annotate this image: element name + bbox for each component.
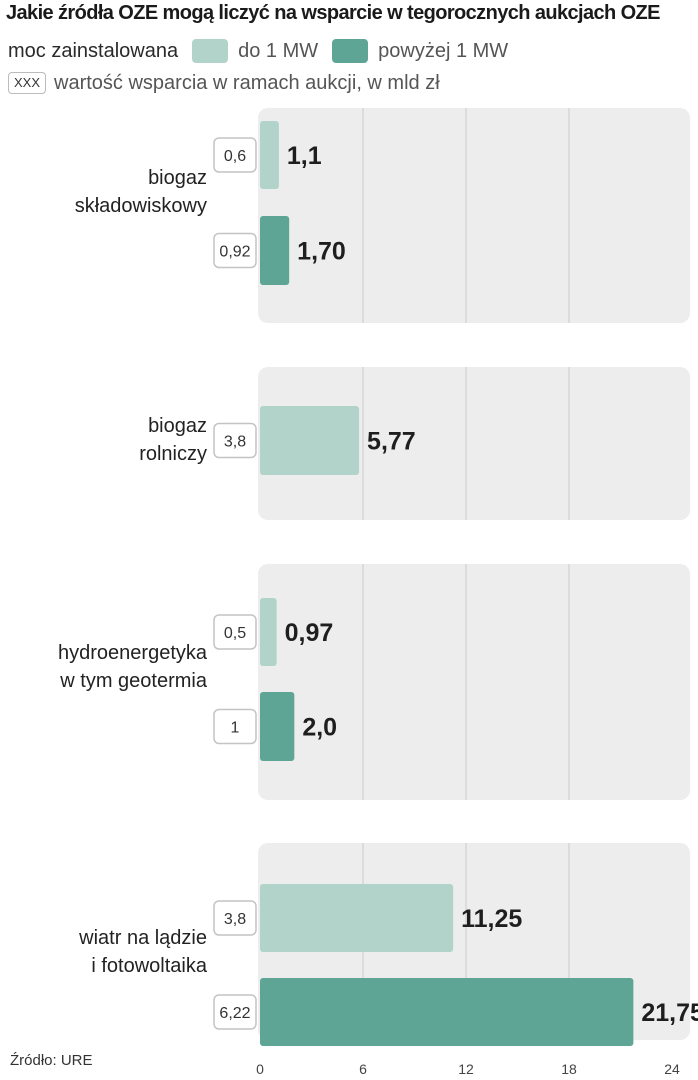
bar	[260, 121, 279, 189]
category-label: składowiskowy	[75, 195, 207, 217]
bar-value-label: 2,0	[302, 714, 337, 742]
support-value-label: 3,8	[224, 434, 246, 451]
support-value-label: 3,8	[224, 911, 246, 928]
category-panel-0	[258, 108, 690, 323]
legend-swatch-small	[192, 39, 229, 63]
bar	[260, 978, 634, 1046]
bar-value-label: 0,97	[285, 619, 334, 647]
support-box	[213, 614, 257, 650]
support-value-label: 0,6	[224, 148, 246, 165]
x-tick-label: 6	[359, 1061, 367, 1077]
support-value-label: 6,22	[219, 1005, 250, 1022]
support-box	[213, 994, 257, 1030]
bar	[260, 406, 360, 475]
bar	[260, 692, 295, 761]
support-box	[213, 232, 257, 269]
legend-swatch-large	[332, 39, 369, 63]
category-label: wiatr na lądzie	[78, 927, 207, 949]
x-tick-label: 18	[561, 1061, 577, 1077]
category-label: biogaz	[148, 167, 207, 189]
bar-value-label: 21,75	[641, 999, 698, 1027]
support-box	[213, 708, 257, 745]
legend-box-key: XXX wartość wsparcia w ramach aukcji, w …	[8, 70, 440, 96]
support-box	[213, 900, 257, 936]
box-key-label: wartość wsparcia w ramach aukcji, w mld …	[54, 71, 440, 94]
x-tick-label: 0	[256, 1061, 264, 1077]
category-label: hydroenergetyka	[58, 642, 208, 664]
category-label: w tym geotermia	[59, 670, 208, 692]
category-panel-2	[258, 564, 690, 800]
bar	[260, 598, 277, 666]
source-note: Źródło: URE	[10, 1052, 93, 1069]
bar-value-label: 5,77	[367, 428, 416, 456]
x-tick-label: 24	[664, 1061, 680, 1077]
legend-item-large: powyżej 1 MW	[378, 39, 509, 62]
x-tick-label: 12	[458, 1061, 474, 1077]
bar-value-label: 11,25	[461, 905, 522, 933]
bar-value-label: 1,1	[287, 142, 322, 170]
support-value-label: 0,5	[224, 625, 246, 642]
bar	[260, 884, 454, 952]
category-panel-1	[258, 367, 690, 520]
bar-value-label: 1,70	[297, 238, 346, 266]
support-box	[213, 137, 257, 173]
legend-heading: moc zainstalowana	[8, 39, 179, 62]
support-value-label: 1	[231, 720, 240, 737]
support-value-label: 0,92	[219, 244, 250, 261]
legend-item-small: do 1 MW	[238, 39, 319, 62]
chart-title: Jakie źródła OZE mogą liczyć na wsparcie…	[6, 2, 660, 24]
bar	[260, 216, 290, 285]
category-label: biogaz	[148, 415, 207, 437]
category-label: i fotowoltaika	[91, 955, 207, 977]
category-label: rolniczy	[139, 443, 207, 465]
support-box	[213, 422, 257, 459]
legend: moc zainstalowana do 1 MW powyżej 1 MW	[8, 38, 508, 64]
box-key-sample: XXX	[8, 72, 46, 94]
